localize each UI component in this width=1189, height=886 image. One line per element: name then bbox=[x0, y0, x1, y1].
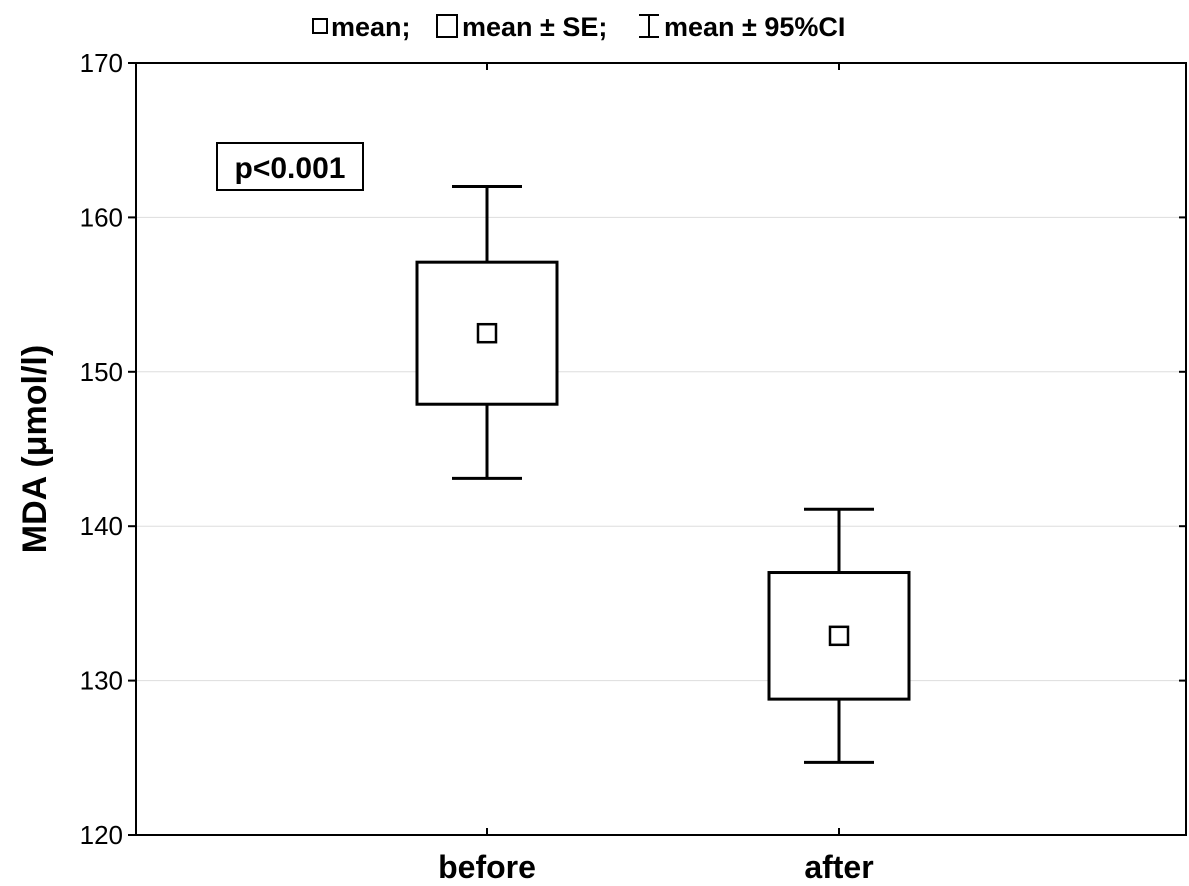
legend-mean-icon bbox=[312, 18, 328, 34]
x-tick-label-before: before bbox=[438, 849, 536, 885]
legend-se-label: mean ± SE; bbox=[462, 12, 607, 42]
legend-mean-label: mean; bbox=[331, 12, 411, 42]
y-tick-label: 150 bbox=[80, 357, 123, 387]
legend-se-icon bbox=[436, 14, 458, 38]
y-tick-label: 120 bbox=[80, 820, 123, 850]
y-axis-ticks: 120 130 140 150 160 170 bbox=[80, 48, 1186, 850]
y-tick-label: 170 bbox=[80, 48, 123, 78]
p-value-text: p<0.001 bbox=[235, 152, 346, 185]
plot-frame bbox=[135, 62, 1187, 836]
p-value-annotation: p<0.001 bbox=[216, 142, 364, 191]
mean-marker-before bbox=[476, 322, 498, 344]
p-value-box bbox=[216, 142, 364, 191]
mean-marker-after bbox=[828, 625, 850, 647]
data-marks bbox=[415, 185, 911, 764]
y-tick-label: 130 bbox=[80, 666, 123, 696]
y-tick-label: 140 bbox=[80, 511, 123, 541]
grid-lines bbox=[136, 216, 1186, 682]
x-axis-ticks: before after bbox=[438, 63, 874, 885]
box-after bbox=[767, 507, 911, 764]
x-tick-label-after: after bbox=[804, 849, 873, 885]
legend-ci-icon bbox=[639, 14, 659, 38]
legend: mean; mean ± SE; mean ± 95%CI bbox=[312, 12, 845, 42]
y-tick-label: 160 bbox=[80, 202, 123, 232]
y-axis-title: MDA (μmol/l) bbox=[16, 345, 54, 553]
legend-ci-label: mean ± 95%CI bbox=[664, 12, 845, 42]
box-before bbox=[415, 185, 559, 480]
